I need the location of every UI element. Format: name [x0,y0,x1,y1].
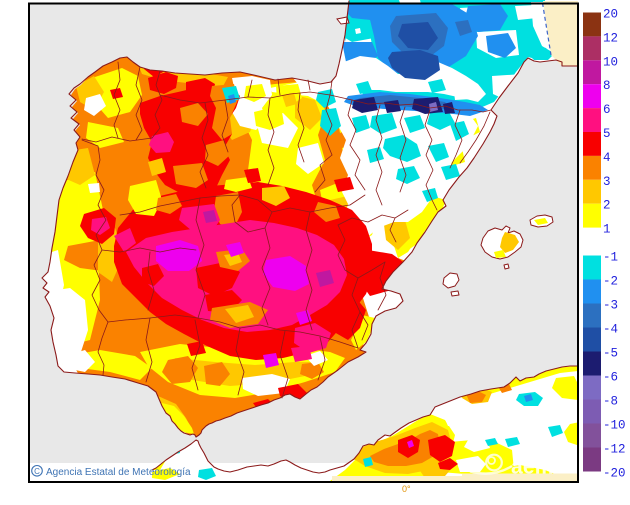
svg-text:-4: -4 [603,323,618,337]
svg-text:4: 4 [603,151,611,165]
svg-text:-6: -6 [603,371,618,385]
svg-text:-3: -3 [603,299,618,313]
svg-text:6: 6 [603,103,611,117]
svg-text:aemet: aemet [511,456,573,479]
svg-text:-10: -10 [603,419,626,433]
svg-text:20: 20 [603,8,618,22]
svg-text:-5: -5 [603,347,618,361]
svg-text:-20: -20 [603,467,626,481]
svg-text:8: 8 [603,79,611,93]
svg-text:-12: -12 [603,443,626,457]
svg-text:0°: 0° [402,484,411,494]
svg-text:10: 10 [603,55,618,69]
svg-text:Agencia Estatal de Meteorologí: Agencia Estatal de Meteorología [46,467,191,478]
svg-text:-2: -2 [603,275,618,289]
svg-text:-1: -1 [603,251,618,265]
svg-text:2: 2 [603,199,611,213]
svg-text:5: 5 [603,127,611,141]
svg-text:C: C [34,467,40,476]
svg-text:-8: -8 [603,395,618,409]
svg-text:1: 1 [603,223,611,237]
svg-text:3: 3 [603,175,611,189]
svg-text:12: 12 [603,31,618,45]
